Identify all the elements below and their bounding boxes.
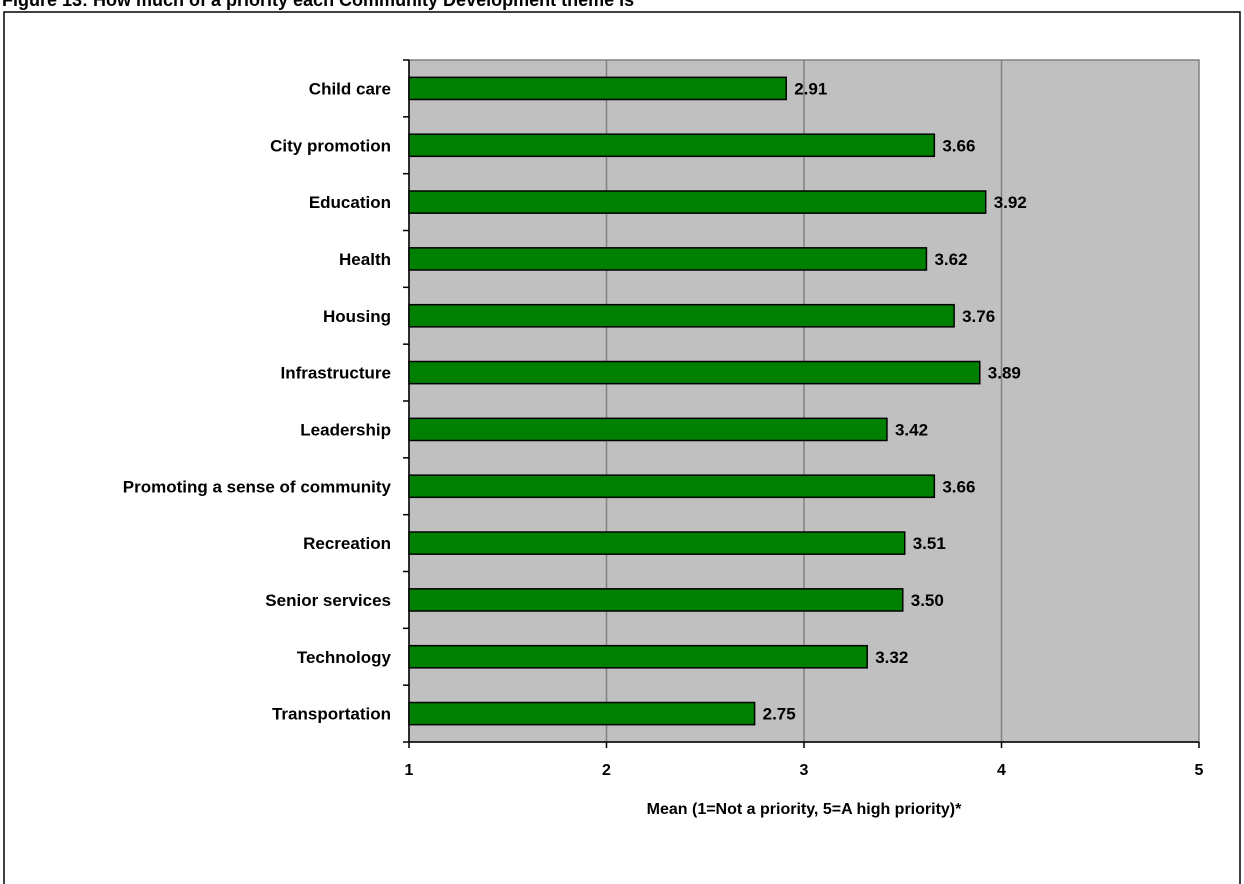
bar-value-label: 3.42 — [895, 420, 928, 439]
bars — [408, 76, 987, 726]
bar — [408, 701, 756, 726]
bar — [408, 360, 981, 385]
bar-value-label: 3.76 — [962, 307, 995, 326]
bar-value-label: 3.89 — [988, 364, 1021, 383]
x-tick-label: 1 — [405, 762, 414, 779]
x-tick-label: 5 — [1195, 762, 1204, 779]
bar — [408, 133, 936, 158]
bar — [408, 190, 987, 214]
axes — [403, 59, 1200, 748]
bar — [408, 588, 904, 612]
bar-value-label: 3.66 — [942, 136, 975, 155]
bar-value-label: 3.92 — [994, 193, 1027, 212]
bar-value-label: 3.66 — [942, 477, 975, 496]
bar — [408, 247, 928, 271]
category-label: Infrastructure — [280, 364, 391, 383]
x-axis-title: Mean (1=Not a priority, 5=A high priorit… — [647, 801, 962, 818]
bar — [408, 531, 906, 555]
figure-title: Figure 13: How much of a priority each C… — [2, 0, 635, 10]
bar — [408, 644, 868, 669]
bar-value-label: 3.62 — [934, 250, 967, 269]
category-label: Child care — [309, 79, 391, 98]
bar-value-label: 3.51 — [913, 534, 946, 553]
x-tick-label: 4 — [997, 762, 1006, 779]
category-label: Education — [309, 193, 391, 212]
category-label: City promotion — [270, 136, 391, 155]
category-label: Transportation — [272, 705, 391, 724]
category-label: Leadership — [300, 420, 391, 439]
gridlines — [605, 60, 1003, 742]
bar-value-label: 2.91 — [794, 79, 827, 98]
bar-value-label: 3.50 — [911, 591, 944, 610]
category-label: Health — [339, 250, 391, 269]
bar — [408, 76, 787, 101]
bar — [408, 303, 955, 328]
category-label: Technology — [297, 648, 392, 667]
bar-value-label: 2.75 — [763, 705, 796, 724]
labels: 1 2 3 4 5 Child care 2.91 City promotion 3.66 Edu… — [123, 79, 1204, 779]
category-label: Senior services — [265, 591, 391, 610]
bar — [408, 417, 888, 442]
x-tick-label: 3 — [800, 762, 809, 779]
category-label: Promoting a sense of community — [123, 477, 392, 496]
bar-value-label: 3.32 — [875, 648, 908, 667]
category-label: Housing — [323, 307, 391, 326]
category-label: Recreation — [303, 534, 391, 553]
bar — [408, 474, 936, 499]
x-tick-label: 2 — [602, 762, 611, 779]
